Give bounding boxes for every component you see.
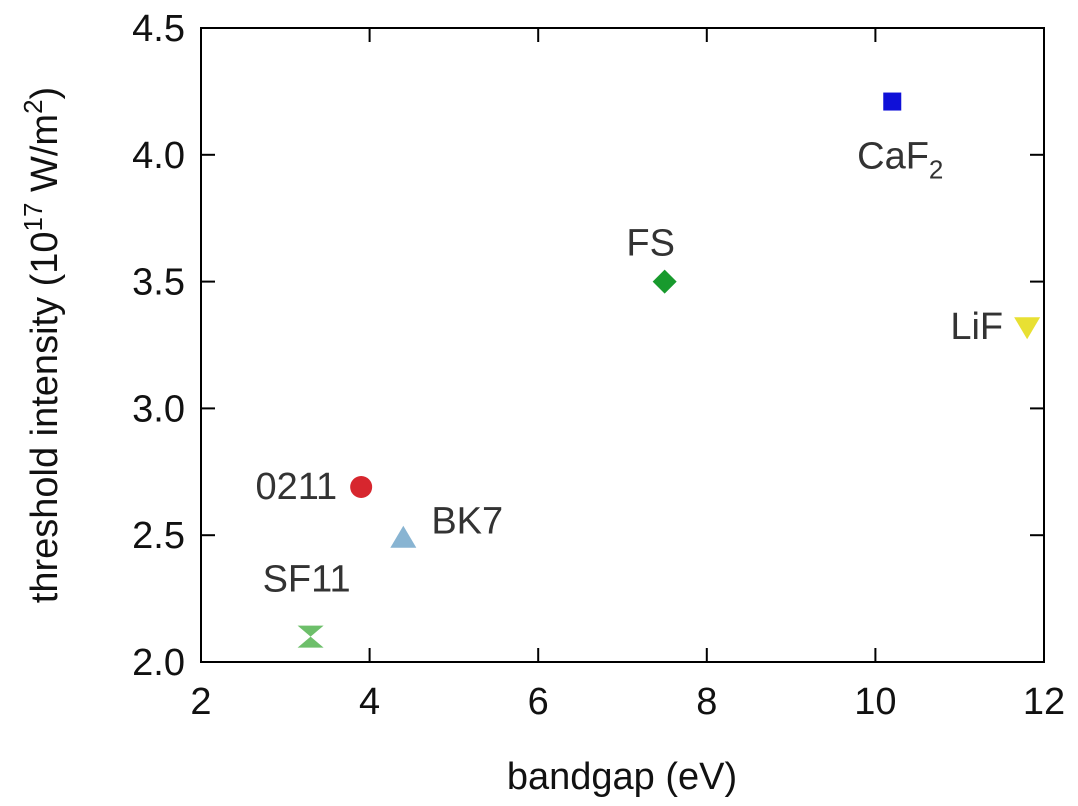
y-tick-label: 2.5 [132,515,185,557]
y-axis-title: threshold intensity (1017 W/m2) [18,87,66,603]
data-point-fs [652,269,677,294]
point-label-bk7: BK7 [431,501,503,543]
y-axis-title-mid: W/m [24,114,66,203]
y-axis-title-prefix: threshold intensity (10 [24,231,66,603]
x-tick-label: 12 [1023,681,1065,723]
data-point-bk7 [390,525,417,548]
data-points [297,92,1041,648]
x-tick-label: 4 [359,681,380,723]
x-tick-label: 2 [190,681,211,723]
point-label-0211: 0211 [255,466,337,508]
x-tick-label: 8 [696,681,717,723]
point-label-lif: LiF [950,306,1003,348]
y-axis-title-sup: 17 [18,203,48,232]
data-point-sf11 [297,625,324,648]
x-tick-label: 10 [854,681,896,723]
x-axis-title: bandgap (eV) [507,756,737,798]
data-point-0211 [350,476,373,499]
plot-frame [200,27,1045,663]
y-tick-label: 4.0 [132,135,185,177]
point-label-sf11: SF11 [263,559,351,601]
point-label-caf: CaF2 [857,136,943,185]
point-labels: CaF2 FS LiF 0211 BK7 SF11 [255,136,1003,601]
y-tick-label: 3.0 [132,388,185,430]
y-axis-title-sup2: 2 [18,99,48,113]
y-tick-label: 2.0 [132,642,185,684]
y-axis-title-suffix: ) [24,87,66,100]
axis-ticks: 2 4 6 8 10 12 2.0 2.5 3.0 3.5 4.0 4.5 [132,8,1065,723]
data-point-lif [1014,317,1041,340]
point-label-fs: FS [626,223,675,265]
x-tick-label: 6 [528,681,549,723]
data-point-caf [883,92,902,111]
y-tick-label: 4.5 [132,8,185,50]
y-tick-label: 3.5 [132,262,185,304]
